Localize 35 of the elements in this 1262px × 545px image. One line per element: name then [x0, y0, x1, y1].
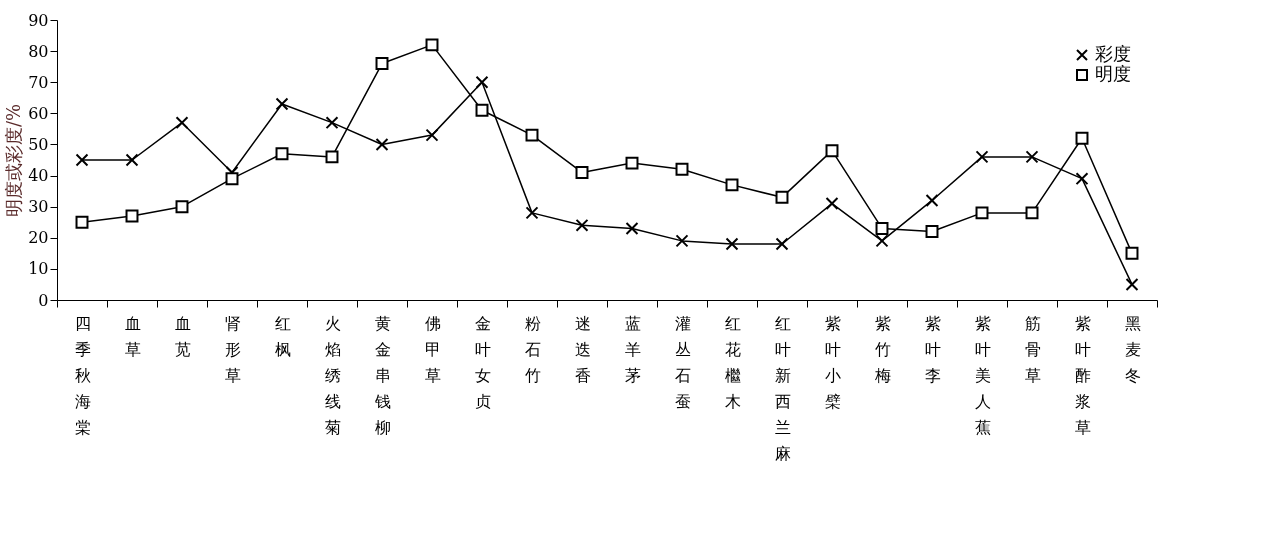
- x-tick-label: 红枫: [274, 313, 291, 359]
- x-tick-label: 火焰绣线菊: [324, 313, 341, 437]
- x-tick-label: 紫竹梅: [873, 313, 891, 385]
- x-tick-label: 四季秋海棠: [74, 313, 91, 437]
- y-tick-label: 60: [28, 103, 49, 123]
- x-tick-label: 紫叶美人蕉: [974, 313, 991, 437]
- x-tick-label: 紫叶小檗: [824, 313, 841, 411]
- y-tick-label: 50: [28, 134, 49, 154]
- x-tick-label: 红花檵木: [724, 313, 741, 411]
- x-tick-label: 黑麦冬: [1124, 313, 1141, 385]
- x-tick-label: 血草: [124, 313, 141, 359]
- x-tick-label: 紫叶酢浆草: [1074, 313, 1091, 437]
- y-tick-label: 90: [28, 10, 49, 30]
- x-tick-label: 佛甲草: [424, 313, 441, 385]
- legend-label: 彩度: [1095, 43, 1131, 64]
- y-tick-label: 40: [28, 166, 49, 186]
- y-tick-label: 0: [38, 290, 49, 310]
- x-tick-label: 蓝羊茅: [624, 313, 641, 385]
- x-tick-label: 红叶新西兰麻: [774, 313, 791, 463]
- y-tick-label: 10: [28, 259, 49, 279]
- legend-label: 明度: [1095, 63, 1131, 84]
- y-tick-label: 70: [28, 72, 49, 92]
- x-tick-label: 金叶女贞: [474, 313, 491, 411]
- y-tick-label: 30: [28, 197, 49, 217]
- x-tick-label: 紫叶李: [924, 313, 941, 385]
- y-tick-label: 80: [28, 41, 49, 61]
- x-tick-label: 血苋: [174, 313, 191, 359]
- y-axis-title: 明度或彩度/%: [3, 103, 25, 218]
- x-tick-label: 迷迭香: [574, 313, 591, 385]
- x-tick-label: 肾形草: [224, 313, 241, 385]
- y-tick-label: 20: [28, 228, 49, 248]
- x-tick-label: 黄金串钱柳: [373, 313, 391, 437]
- x-tick-label: 筋骨草: [1024, 313, 1041, 385]
- x-tick-label: 灌丛石蚕: [674, 313, 691, 411]
- x-tick-label: 粉石竹: [524, 313, 541, 385]
